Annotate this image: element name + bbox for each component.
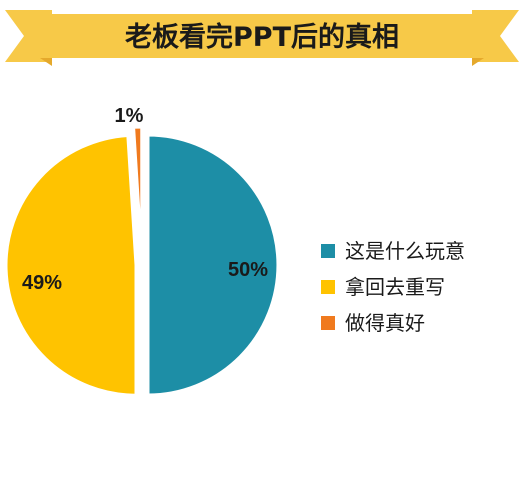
- pie-slice-1: [146, 133, 280, 397]
- legend-swatch-2: [321, 280, 335, 294]
- data-label-1: 50%: [228, 259, 268, 281]
- title-banner: 老板看完PPT后的真相: [5, 10, 519, 66]
- pie-labels: 50% 49% 1%: [22, 105, 268, 294]
- legend-label-1: 这是什么玩意: [345, 239, 465, 263]
- data-label-2: 49%: [22, 272, 62, 294]
- pie-slices: [4, 125, 280, 397]
- banner-right-fold: [472, 58, 484, 66]
- chart-title: 老板看完PPT后的真相: [125, 21, 399, 53]
- pie-slice-2: [4, 133, 138, 397]
- banner-band: [40, 14, 484, 58]
- pie-slice-3: [131, 125, 144, 258]
- legend-label-2: 拿回去重写: [345, 275, 445, 299]
- legend-swatch-1: [321, 244, 335, 258]
- data-label-3: 1%: [115, 105, 144, 127]
- legend-swatch-3: [321, 316, 335, 330]
- legend-label-3: 做得真好: [345, 311, 425, 335]
- banner-left-fold: [40, 58, 52, 66]
